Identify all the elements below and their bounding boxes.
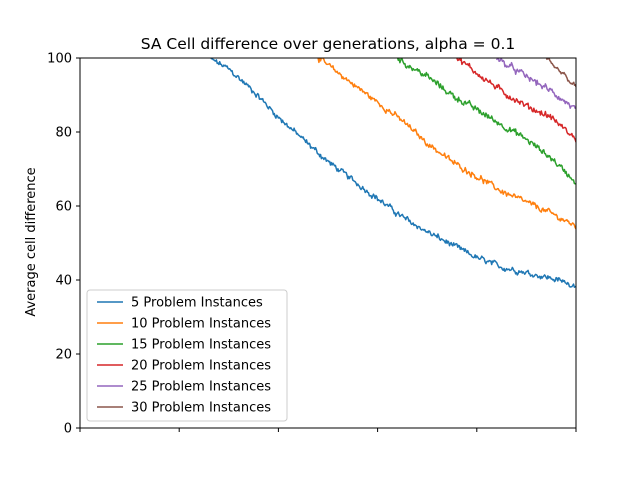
legend-label: 5 Problem Instances [131, 296, 263, 311]
series-line-6 [545, 58, 576, 88]
series-line-1 [208, 58, 576, 288]
y-tick-label: 40 [55, 274, 72, 289]
series-line-4 [456, 58, 576, 143]
legend-label: 25 Problem Instances [131, 380, 271, 395]
legend-label: 15 Problem Instances [131, 338, 271, 353]
series-line-5 [495, 58, 576, 109]
y-tick-label: 100 [47, 52, 72, 67]
series-line-2 [317, 58, 576, 230]
y-tick-label: 0 [64, 422, 72, 437]
legend-label: 30 Problem Instances [131, 401, 271, 416]
series-layer [208, 58, 576, 288]
legend-label: 10 Problem Instances [131, 317, 271, 332]
x-axis-ticks [79, 428, 577, 432]
y-tick-label: 60 [55, 200, 72, 215]
y-tick-label: 20 [55, 348, 72, 363]
y-axis-ticks: 0 20 40 60 80 100 [47, 52, 80, 437]
legend-label: 20 Problem Instances [131, 359, 271, 374]
plot-frame [79, 57, 577, 429]
series-line-3 [396, 58, 576, 185]
chart-title: SA Cell difference over generations, alp… [141, 35, 515, 53]
legend-box [86, 289, 288, 422]
legend: 5 Problem Instances 10 Problem Instances 1… [86, 289, 288, 422]
y-axis-label: Average cell difference [24, 167, 39, 316]
y-tick-label: 80 [55, 126, 72, 141]
